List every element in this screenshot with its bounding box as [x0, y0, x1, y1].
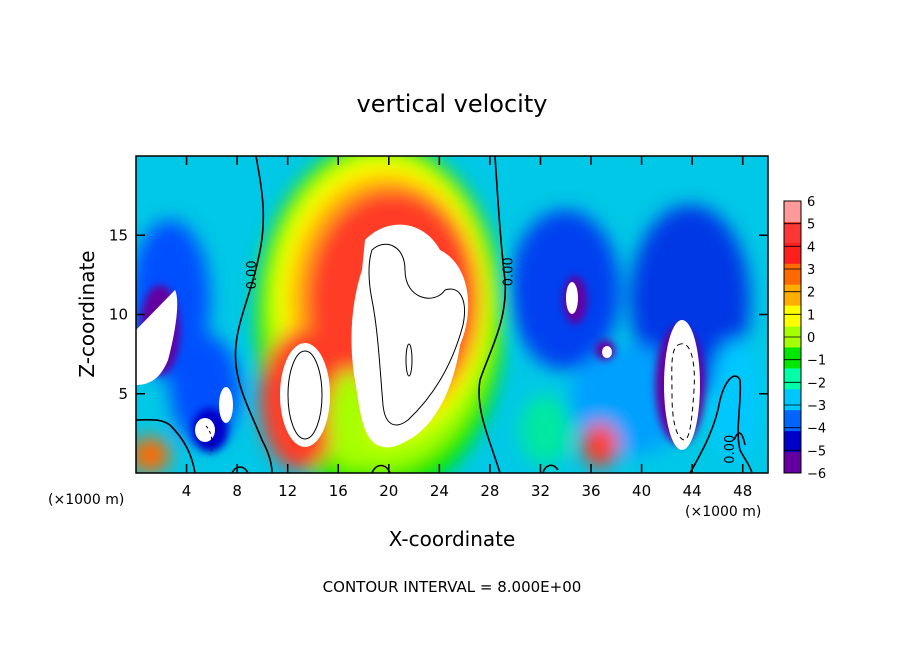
colorbar-swatch — [784, 431, 801, 453]
y-tick-label: 5 — [118, 385, 128, 403]
downdraft-core-right — [664, 320, 700, 450]
updraft-core-left — [280, 343, 330, 447]
x-tick-label: 16 — [329, 482, 348, 500]
colorbar-label: −6 — [807, 467, 826, 482]
contour-interval-text: CONTOUR INTERVAL = 8.000E+00 — [323, 578, 582, 596]
contour-label: 0.00 — [245, 260, 260, 289]
colorbar-label: 0 — [807, 331, 815, 346]
contour-label: 0.00 — [723, 435, 738, 464]
colorbar-swatch — [784, 284, 801, 307]
colorbar-swatch — [784, 263, 801, 286]
colorbar-label: 1 — [807, 308, 815, 323]
colorbar-swatch — [784, 389, 801, 411]
colorbar-swatch — [784, 452, 801, 474]
y-tick-label: 15 — [109, 226, 128, 244]
x-tick-label: 44 — [683, 482, 702, 500]
chart-title: vertical velocity — [357, 90, 548, 118]
colorbar-swatch — [784, 201, 801, 223]
colorbar-label: 5 — [807, 218, 815, 233]
x-tick-label: 32 — [531, 482, 550, 500]
colorbar-label: 6 — [807, 195, 815, 210]
x-tick-label: 8 — [232, 482, 242, 500]
colorbar-swatch — [784, 368, 801, 390]
colorbar-label: −4 — [807, 422, 826, 437]
x-unit-label-right: (×1000 m) — [685, 504, 761, 520]
heatmap-field — [136, 156, 768, 473]
y-axis: 5 10 15 — [109, 226, 768, 403]
x-axis: 4 8 12 16 20 24 28 32 36 40 44 48 — [182, 156, 752, 500]
x-tick-label: 28 — [480, 482, 499, 500]
x-tick-label: 36 — [581, 482, 600, 500]
colorbar-swatch — [784, 347, 801, 369]
x-axis-label: X-coordinate — [389, 527, 516, 551]
updraft-core-main — [351, 224, 469, 448]
colorbar: 6 5 4 3 2 1 0 −1 −2 −3 −4 −5 −6 — [783, 195, 826, 482]
colorbar-label: 3 — [807, 263, 815, 278]
colorbar-label: −1 — [807, 354, 826, 369]
contour-lines-thin — [287, 243, 465, 440]
colorbar-swatch — [784, 410, 801, 432]
y-tick-label: 10 — [109, 306, 128, 324]
x-tick-label: 12 — [278, 482, 297, 500]
colorbar-swatch — [784, 242, 801, 265]
colorbar-label: 2 — [807, 286, 815, 301]
x-tick-label: 40 — [632, 482, 651, 500]
colorbar-label: −5 — [807, 444, 826, 459]
contour-dashed — [671, 343, 695, 441]
colorbar-label: −3 — [807, 399, 826, 414]
x-tick-label: 48 — [733, 482, 752, 500]
colorbar-swatch — [784, 305, 801, 328]
colorbar-label: 4 — [807, 240, 815, 255]
y-axis-label: Z-coordinate — [75, 250, 99, 377]
x-unit-label-left: (×1000 m) — [48, 492, 124, 508]
x-tick-label: 24 — [430, 482, 449, 500]
x-tick-label: 4 — [182, 482, 192, 500]
contour-labels: 0.00 0.00 0.00 — [245, 257, 738, 463]
contour-label: 0.00 — [502, 257, 517, 286]
colorbar-label: −2 — [807, 376, 826, 391]
downdraft-core-left — [136, 290, 178, 385]
colorbar-swatch — [784, 221, 801, 244]
contour-lines — [136, 156, 753, 473]
x-tick-label: 20 — [379, 482, 398, 500]
